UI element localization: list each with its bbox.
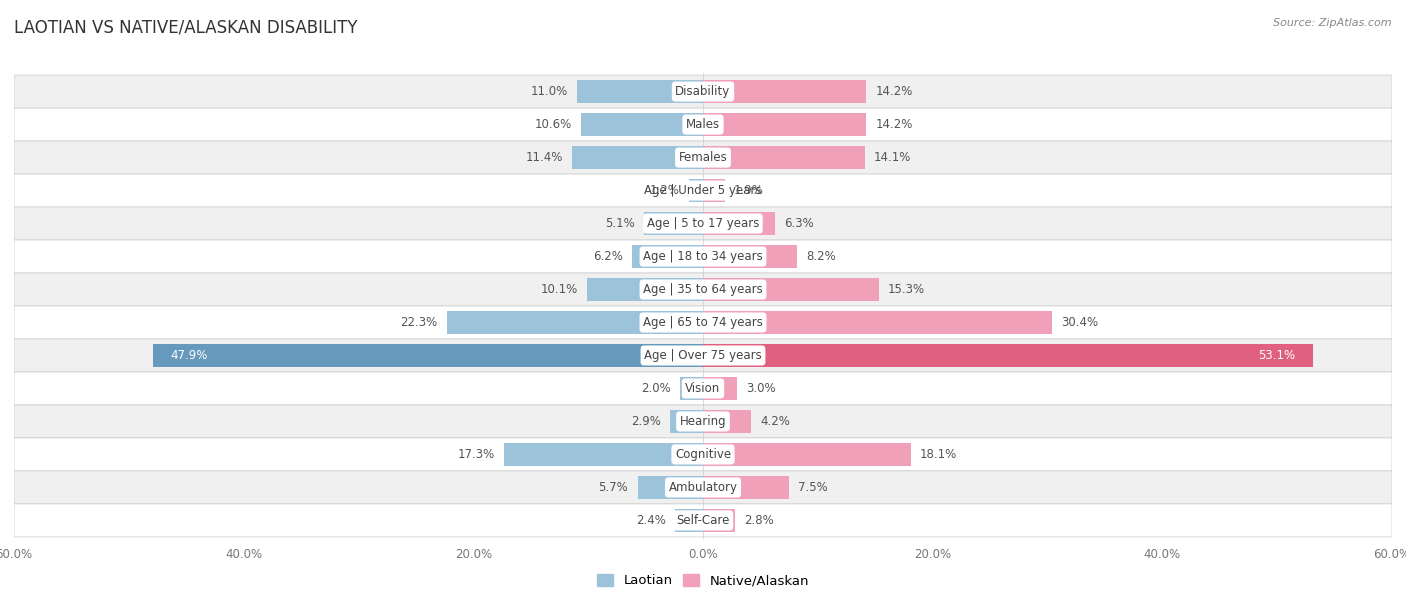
Text: Age | 5 to 17 years: Age | 5 to 17 years [647, 217, 759, 230]
Text: 2.0%: 2.0% [641, 382, 671, 395]
Text: 8.2%: 8.2% [807, 250, 837, 263]
FancyBboxPatch shape [14, 405, 1392, 438]
FancyBboxPatch shape [14, 108, 1392, 141]
Bar [703, 509, 735, 532]
FancyBboxPatch shape [14, 306, 1392, 339]
Text: 53.1%: 53.1% [1258, 349, 1295, 362]
FancyBboxPatch shape [14, 471, 1392, 504]
Text: 10.6%: 10.6% [534, 118, 572, 131]
FancyBboxPatch shape [14, 438, 1392, 471]
Text: Hearing: Hearing [679, 415, 727, 428]
Text: Males: Males [686, 118, 720, 131]
Bar [703, 245, 797, 269]
Text: 17.3%: 17.3% [458, 448, 495, 461]
Text: 30.4%: 30.4% [1062, 316, 1098, 329]
Text: 11.4%: 11.4% [526, 151, 562, 164]
Text: Age | Over 75 years: Age | Over 75 years [644, 349, 762, 362]
FancyBboxPatch shape [14, 372, 1392, 405]
Text: 11.0%: 11.0% [530, 85, 568, 98]
Bar [703, 376, 738, 400]
Text: 4.2%: 4.2% [761, 415, 790, 428]
Bar [681, 376, 703, 400]
Text: 1.2%: 1.2% [650, 184, 681, 197]
Bar [703, 311, 1052, 334]
Text: 1.9%: 1.9% [734, 184, 763, 197]
Text: 2.4%: 2.4% [637, 514, 666, 527]
Text: 5.1%: 5.1% [606, 217, 636, 230]
Text: 22.3%: 22.3% [401, 316, 437, 329]
Text: Self-Care: Self-Care [676, 514, 730, 527]
FancyBboxPatch shape [14, 75, 1392, 108]
Bar [689, 179, 703, 203]
Text: Ambulatory: Ambulatory [668, 481, 738, 494]
Text: 5.7%: 5.7% [599, 481, 628, 494]
Bar [153, 343, 703, 367]
Text: 10.1%: 10.1% [540, 283, 578, 296]
Bar [581, 113, 703, 136]
Bar [703, 343, 1313, 367]
Legend: Laotian, Native/Alaskan: Laotian, Native/Alaskan [592, 569, 814, 592]
Bar [588, 278, 703, 301]
Text: 6.2%: 6.2% [593, 250, 623, 263]
Bar [447, 311, 703, 334]
Text: Cognitive: Cognitive [675, 448, 731, 461]
Text: 15.3%: 15.3% [887, 283, 925, 296]
Bar [505, 442, 703, 466]
Text: 6.3%: 6.3% [785, 217, 814, 230]
FancyBboxPatch shape [14, 273, 1392, 306]
Bar [703, 113, 866, 136]
FancyBboxPatch shape [14, 174, 1392, 207]
Bar [703, 80, 866, 103]
FancyBboxPatch shape [14, 240, 1392, 273]
Bar [669, 409, 703, 433]
Text: Age | 18 to 34 years: Age | 18 to 34 years [643, 250, 763, 263]
Text: Age | 35 to 64 years: Age | 35 to 64 years [643, 283, 763, 296]
Bar [703, 146, 865, 170]
Bar [703, 409, 751, 433]
Text: 2.8%: 2.8% [744, 514, 775, 527]
Text: 3.0%: 3.0% [747, 382, 776, 395]
FancyBboxPatch shape [14, 339, 1392, 372]
Bar [703, 476, 789, 499]
Bar [631, 245, 703, 269]
Bar [637, 476, 703, 499]
Text: 47.9%: 47.9% [170, 349, 208, 362]
Text: 18.1%: 18.1% [920, 448, 957, 461]
Text: Disability: Disability [675, 85, 731, 98]
Text: Females: Females [679, 151, 727, 164]
Text: 7.5%: 7.5% [799, 481, 828, 494]
FancyBboxPatch shape [14, 141, 1392, 174]
FancyBboxPatch shape [14, 207, 1392, 240]
Text: Age | 65 to 74 years: Age | 65 to 74 years [643, 316, 763, 329]
Text: LAOTIAN VS NATIVE/ALASKAN DISABILITY: LAOTIAN VS NATIVE/ALASKAN DISABILITY [14, 18, 357, 36]
Text: Age | Under 5 years: Age | Under 5 years [644, 184, 762, 197]
Bar [703, 278, 879, 301]
FancyBboxPatch shape [14, 504, 1392, 537]
Text: Vision: Vision [685, 382, 721, 395]
Text: 14.2%: 14.2% [875, 85, 912, 98]
Bar [644, 212, 703, 236]
Text: 14.1%: 14.1% [875, 151, 911, 164]
Text: Source: ZipAtlas.com: Source: ZipAtlas.com [1274, 18, 1392, 28]
Text: 14.2%: 14.2% [875, 118, 912, 131]
Bar [703, 442, 911, 466]
Bar [675, 509, 703, 532]
Bar [572, 146, 703, 170]
Text: 2.9%: 2.9% [631, 415, 661, 428]
Bar [703, 179, 725, 203]
Bar [576, 80, 703, 103]
Bar [703, 212, 775, 236]
